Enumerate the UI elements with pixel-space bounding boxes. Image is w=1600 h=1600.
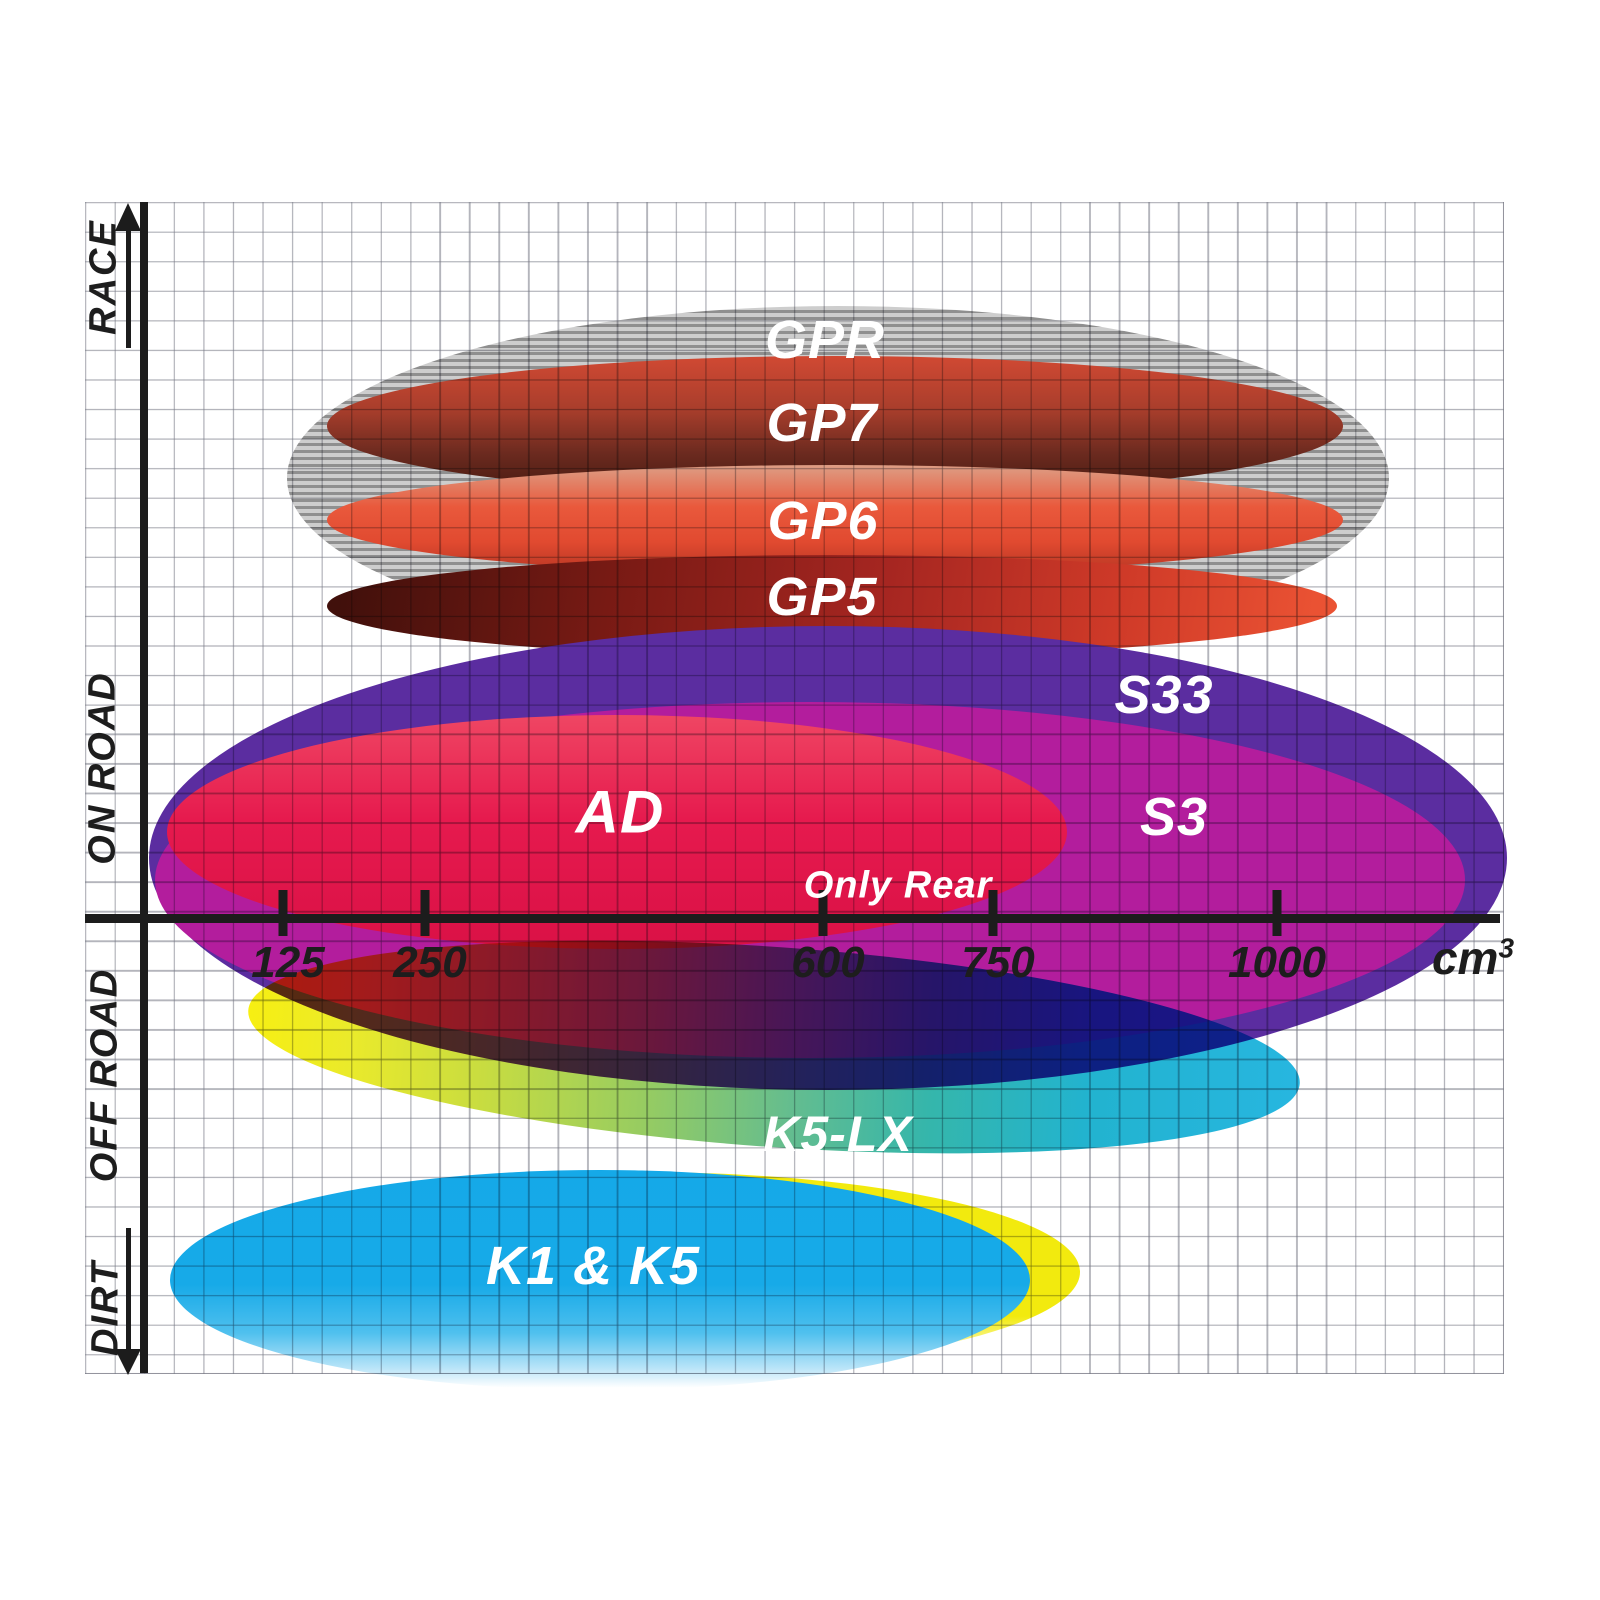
dirt-down-arrow-icon xyxy=(115,1349,141,1375)
label-gpr: GPR xyxy=(764,310,886,370)
label-only-rear: Only Rear xyxy=(803,864,993,907)
x-axis-unit-exponent: 3 xyxy=(1498,932,1515,964)
tick-label-250: 250 xyxy=(393,938,467,987)
x-axis-unit: cm3 xyxy=(1432,931,1514,985)
label-gp7: GP7 xyxy=(766,393,878,453)
y-axis-line xyxy=(140,202,148,1373)
tick-label-600: 600 xyxy=(791,938,865,987)
race-up-arrow-icon xyxy=(115,203,141,231)
label-k1k5: K1 & K5 xyxy=(485,1236,701,1296)
y-label-race: RACE xyxy=(82,219,125,335)
label-ad: AD xyxy=(575,778,665,846)
x-axis-line xyxy=(85,914,1500,923)
tick-label-125: 125 xyxy=(251,938,325,987)
tick-1000 xyxy=(1272,890,1282,936)
y-label-off-road: OFF ROAD xyxy=(83,967,126,1183)
dirt-down-arrow-shaft xyxy=(126,1228,131,1350)
label-s33: S33 xyxy=(1114,665,1214,725)
tick-600 xyxy=(818,890,828,936)
y-label-dirt: DIRT xyxy=(84,1260,127,1356)
tick-250 xyxy=(420,890,430,936)
tick-label-750: 750 xyxy=(961,938,1035,987)
tick-750 xyxy=(988,890,998,936)
label-k5lx: K5-LX xyxy=(763,1106,913,1162)
tick-label-1000: 1000 xyxy=(1228,938,1326,987)
race-up-arrow-shaft xyxy=(126,230,131,348)
label-gp5: GP5 xyxy=(766,567,878,627)
y-label-on-road: ON ROAD xyxy=(81,671,124,865)
label-gp6: GP6 xyxy=(767,491,879,551)
label-s3: S3 xyxy=(1139,787,1209,847)
x-axis-unit-base: cm xyxy=(1431,932,1499,984)
tick-125 xyxy=(278,890,288,936)
